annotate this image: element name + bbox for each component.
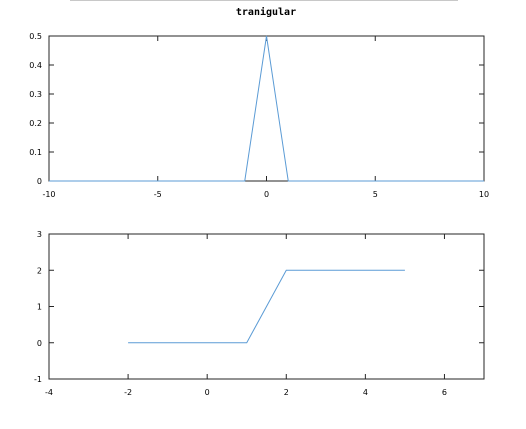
x-tick-label: -2 [124,388,132,397]
x-tick-label: 4 [363,388,368,397]
x-tick-label: 0 [205,388,210,397]
x-tick-label: 5 [373,190,378,199]
x-tick-label: 0 [264,190,269,199]
x-tick-label: 10 [479,190,489,199]
y-tick-label: 0 [37,339,42,348]
chart-top: -10 -5 0 5 10 0 0.1 0.2 0.3 0.4 0.5 [29,32,489,199]
x-tick-label: -4 [45,388,53,397]
x-tick-label: 2 [284,388,289,397]
y-tick-label: 1 [37,303,42,312]
series-line [128,269,405,344]
x-tick-label: 6 [442,388,447,397]
y-tick-label: 0.1 [29,148,42,157]
y-tick-label: 0.4 [29,61,42,70]
series-line [49,35,484,182]
y-tick-label: -1 [34,375,42,384]
y-tick-label: 0 [37,177,42,186]
y-tick-label: 2 [37,266,42,275]
chart-bottom: -4 -2 0 2 4 6 -1 0 1 2 3 [34,230,485,397]
x-tick-label: -5 [154,190,162,199]
y-tick-label: 0.5 [29,32,42,41]
x-tick-label: -10 [42,190,55,199]
chart-title: tranigular [236,6,296,18]
y-tick-label: 0.2 [29,119,42,128]
axes-box [48,35,485,182]
y-tick-label: 0.3 [29,90,42,99]
y-tick-label: 3 [37,230,42,239]
